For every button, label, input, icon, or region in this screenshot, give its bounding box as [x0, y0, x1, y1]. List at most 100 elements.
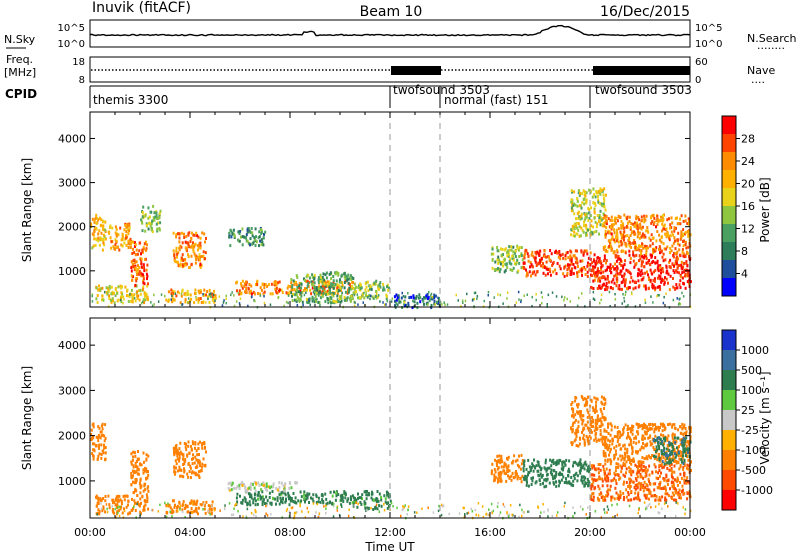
velocity-echo-cell [142, 489, 145, 493]
power-echo-cell [116, 245, 119, 249]
power-echo-cell [608, 245, 611, 248]
power-echo-cell [143, 291, 146, 295]
power-echo-cell [144, 240, 147, 244]
power-echo-cell [610, 271, 613, 275]
power-echo-cell [555, 272, 558, 276]
velocity-echo-cell [685, 452, 687, 456]
power-echo-cell [126, 235, 129, 239]
power-echo-cell [574, 203, 577, 207]
power-echo-cell [582, 198, 585, 202]
power-echo-cell [120, 243, 123, 247]
velocity-echo-cell [571, 414, 573, 418]
velocity-echo-cell [351, 501, 354, 505]
power-echo-cell [637, 232, 640, 236]
power-echo-cell [658, 238, 661, 242]
velocity-echo-cell [682, 425, 685, 429]
power-echo-cell [180, 245, 183, 249]
power-echo-cell [328, 280, 331, 284]
velocity-echo-cell [186, 472, 189, 476]
power-echo-cell [167, 290, 170, 294]
power-echo-cell [370, 287, 373, 291]
velocity-echo-cell [505, 479, 508, 483]
power-echo-cell [187, 243, 190, 247]
velocity-echo-cell [579, 413, 582, 417]
velocity-echo-cell [636, 430, 639, 434]
velocity-echo-cell [606, 474, 608, 478]
power-echo-cell [259, 286, 262, 290]
power-echo-cell [600, 271, 602, 275]
power-echo-cell [585, 212, 588, 216]
velocity-echo-cell [682, 467, 685, 471]
power-echo-cell [549, 273, 552, 277]
power-echo-cell [110, 292, 113, 296]
velocity-echo-cell [283, 487, 286, 491]
velocity-echo-cell [213, 507, 216, 511]
velocity-echo-cell [499, 461, 502, 465]
velocity-echo-cell [201, 442, 204, 445]
power-echo-cell [322, 292, 325, 295]
velocity-echo-cell [623, 495, 625, 499]
power-echo-cell [576, 271, 578, 275]
power-echo-cell [312, 297, 315, 301]
velocity-echo-cell [628, 486, 631, 490]
power-echo-cell [124, 224, 127, 227]
velocity-echo-cell [228, 488, 231, 492]
velocity-echo-cell [653, 454, 655, 458]
power-echo-cell [539, 260, 541, 264]
power-echo-cell [288, 291, 291, 295]
velocity-echo-cell [657, 471, 660, 475]
power-echo-cell [559, 257, 562, 261]
velocity-echo-cell [601, 412, 604, 416]
velocity-echo-cell [235, 486, 238, 490]
nsky-label: N.Sky [4, 33, 36, 46]
power-echo-cell [349, 294, 352, 298]
power-echo-cell [658, 294, 660, 297]
velocity-echo-cell [680, 460, 683, 464]
velocity-echo-cell [211, 500, 214, 504]
velocity-echo-cell [597, 471, 600, 475]
power-echo-cell [108, 297, 111, 300]
power-echo-cell [318, 301, 321, 304]
beam-title: Beam 10 [360, 4, 423, 20]
power-echo-cell [521, 266, 524, 270]
power-echo-cell [298, 300, 301, 303]
power-echo-cell [413, 300, 416, 304]
velocity-echo-cell [680, 441, 683, 445]
power-echo-cell [193, 252, 196, 256]
velocity-echo-cell [596, 496, 599, 500]
power-echo-cell [298, 290, 300, 294]
velocity-echo-cell [680, 490, 683, 494]
velocity-echo-cell [649, 434, 652, 438]
velocity-echo-cell [670, 462, 673, 466]
velocity-echo-cell [342, 500, 345, 503]
velocity-echo-cell [572, 410, 575, 414]
velocity-echo-cell [562, 465, 565, 469]
velocity-echo-cell [645, 495, 648, 499]
power-echo-cell [213, 300, 216, 304]
power-echo-cell [343, 281, 346, 284]
velocity-echo-cell [641, 438, 644, 441]
velocity-echo-cell [574, 413, 577, 417]
power-echo-cell [596, 256, 599, 260]
velocity-echo-cell [134, 461, 137, 465]
velocity-echo-cell [111, 508, 114, 511]
power-echo-cell [305, 291, 307, 294]
velocity-echo-cell [579, 415, 582, 419]
velocity-echo-cell [655, 494, 658, 498]
power-echo-cell [632, 241, 635, 245]
power-echo-cell [190, 236, 193, 240]
velocity-echo-cell [252, 498, 255, 502]
velocity-echo-cell [560, 478, 563, 482]
power-echo-cell [644, 271, 647, 275]
velocity-echo-cell [501, 460, 504, 464]
power-echo-cell [662, 214, 665, 218]
velocity-echo-cell [648, 426, 651, 430]
velocity-echo-cell [621, 456, 624, 460]
power-echo-cell [673, 229, 676, 233]
velocity-echo-cell [510, 478, 513, 482]
velocity-echo-cell [120, 499, 123, 503]
velocity-echo-cell [198, 453, 200, 456]
velocity-echo-cell [189, 501, 192, 505]
cpid-segment-label: themis 3300 [93, 93, 168, 107]
velocity-echo-cell [631, 450, 634, 454]
